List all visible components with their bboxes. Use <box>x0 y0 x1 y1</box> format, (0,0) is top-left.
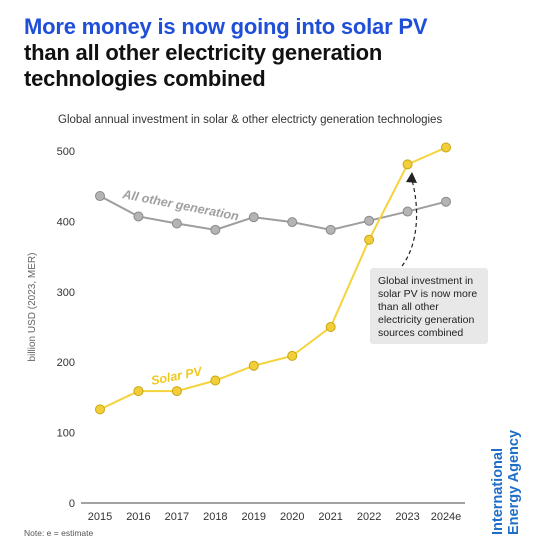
footnote: Note: e = estimate <box>24 528 94 538</box>
data-point <box>441 196 451 207</box>
data-point <box>210 224 221 235</box>
x-tick-label: 2020 <box>280 511 304 523</box>
annotation-arrow <box>401 172 418 267</box>
y-tick-label: 500 <box>57 146 75 158</box>
series-line <box>99 195 447 231</box>
data-point <box>287 350 298 361</box>
y-tick-label: 300 <box>57 287 75 299</box>
data-point <box>325 322 336 332</box>
brand-line-1: International <box>490 447 506 535</box>
data-point <box>248 212 259 223</box>
axes: 0 100 200 300 400 500 2015 2016 2017 2018 2019 2020… <box>27 146 465 523</box>
y-axis-label: billion USD (2023, MER) <box>27 253 38 362</box>
data-point <box>248 360 259 371</box>
x-tick-label: 2019 <box>242 511 266 523</box>
annotation-line-3: than all other <box>378 301 439 313</box>
data-point <box>133 211 144 222</box>
iea-logo-text: International Energy Agency <box>490 395 522 535</box>
x-tick-label: 2024e <box>431 511 462 523</box>
chart-subtitle: Global annual investment in solar & othe… <box>58 114 443 126</box>
y-tick-label: 400 <box>57 216 75 228</box>
data-point <box>325 224 336 235</box>
annotation-line-2: solar PV is now more <box>378 288 478 300</box>
data-point <box>133 386 144 397</box>
x-tick-label: 2023 <box>395 511 419 523</box>
series-line <box>99 146 447 411</box>
annotation-box: Global investment in solar PV is now mor… <box>370 268 488 344</box>
data-point <box>95 404 105 415</box>
data-point <box>171 386 182 397</box>
x-tick-label: 2016 <box>126 511 150 523</box>
data-point <box>210 375 221 386</box>
chart-title: More money is now going into solar PV th… <box>24 14 494 92</box>
x-tick-label: 2022 <box>357 511 381 523</box>
annotation-line-5: sources combined <box>378 327 464 339</box>
annotation-line-1: Global investment in <box>378 275 474 287</box>
y-tick-label: 0 <box>69 498 75 510</box>
data-point <box>364 215 375 226</box>
data-point <box>402 159 413 170</box>
series-lines <box>99 146 447 411</box>
data-point <box>95 191 105 202</box>
series-points <box>95 142 451 415</box>
series-label-solar-pv: Solar PV <box>150 364 205 388</box>
data-point <box>171 218 182 229</box>
title-line-2: than all other electricity generation <box>24 40 383 65</box>
x-tick-label: 2015 <box>88 511 112 523</box>
x-tick-label: 2017 <box>165 511 189 523</box>
annotation-arrow-head <box>406 172 417 183</box>
y-tick-label: 100 <box>57 428 75 440</box>
x-tick-label: 2018 <box>203 511 227 523</box>
title-line-3: technologies combined <box>24 66 266 91</box>
data-point <box>364 234 375 245</box>
annotation-line-4: electricity generation <box>378 314 475 326</box>
annotation-arrow-line <box>401 179 418 267</box>
brand-line-2: Energy Agency <box>506 429 522 535</box>
data-point <box>402 206 413 217</box>
data-point <box>441 142 451 153</box>
title-line-1: More money is now going into solar PV <box>24 14 428 39</box>
data-point <box>287 217 298 228</box>
x-tick-label: 2021 <box>318 511 342 523</box>
y-tick-label: 200 <box>57 357 75 369</box>
